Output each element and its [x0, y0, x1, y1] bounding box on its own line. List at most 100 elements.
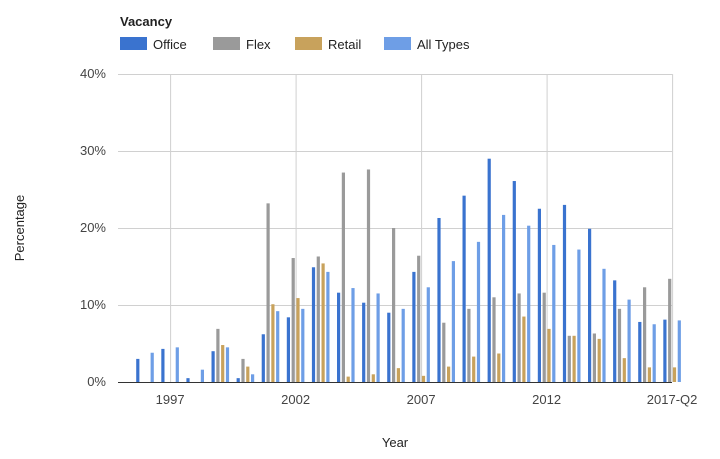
bar-flex[interactable] — [341, 172, 345, 382]
legend-label-flex: Flex — [246, 37, 271, 52]
x-tick-label: 2017-Q2 — [647, 392, 698, 407]
bar-flex[interactable] — [617, 308, 622, 382]
bar-retail[interactable] — [321, 263, 325, 382]
bar-office[interactable] — [487, 158, 491, 382]
bar-office[interactable] — [512, 181, 516, 382]
bar-retail[interactable] — [497, 353, 501, 382]
bar-office[interactable] — [588, 228, 592, 382]
bar-office[interactable] — [286, 317, 290, 382]
bar-all-types[interactable] — [150, 352, 154, 382]
bar-flex[interactable] — [392, 228, 396, 382]
bar-all-types[interactable] — [251, 374, 255, 382]
bar-flex[interactable] — [442, 322, 446, 382]
bar-all-types[interactable] — [476, 241, 481, 382]
bar-retail[interactable] — [672, 367, 677, 382]
bar-retail[interactable] — [246, 366, 250, 382]
bar-flex[interactable] — [417, 255, 421, 382]
bar-office[interactable] — [311, 267, 316, 382]
bar-flex[interactable] — [643, 287, 647, 382]
bar-flex[interactable] — [316, 256, 320, 382]
bar-retail[interactable] — [647, 367, 651, 382]
bar-retail[interactable] — [472, 356, 476, 382]
x-tick-label: 2002 — [281, 392, 310, 407]
bar-all-types[interactable] — [552, 244, 556, 382]
y-axis-ticks: 0% 10% 20% 30% 40% — [80, 66, 106, 389]
x-axis-ticks: 1997 2002 2007 2012 2017-Q2 — [156, 392, 698, 407]
bar-office[interactable] — [412, 271, 416, 382]
x-tick-label: 2007 — [407, 392, 436, 407]
bar-all-types[interactable] — [175, 347, 179, 382]
bar-office[interactable] — [161, 348, 165, 382]
legend-swatch-flex — [213, 37, 240, 50]
x-axis-title: Year — [382, 435, 409, 450]
bar-office[interactable] — [613, 280, 617, 382]
bar-flex[interactable] — [542, 292, 546, 382]
bar-all-types[interactable] — [527, 225, 531, 382]
bar-office[interactable] — [663, 319, 667, 382]
bar-retail[interactable] — [572, 335, 576, 382]
legend-item-office[interactable]: Office — [120, 37, 187, 52]
bar-retail[interactable] — [447, 366, 451, 382]
bar-retail[interactable] — [597, 338, 601, 382]
legend-swatch-office — [120, 37, 147, 50]
legend-item-retail[interactable]: Retail — [295, 37, 361, 52]
bar-all-types[interactable] — [401, 308, 405, 382]
bar-all-types[interactable] — [301, 308, 305, 382]
legend-item-flex[interactable]: Flex — [213, 37, 271, 52]
bar-retail[interactable] — [271, 304, 275, 382]
bar-retail[interactable] — [221, 345, 225, 382]
bar-retail[interactable] — [396, 368, 400, 382]
y-tick-label: 10% — [80, 297, 106, 312]
bar-retail[interactable] — [622, 358, 626, 382]
bar-office[interactable] — [236, 378, 240, 382]
bar-all-types[interactable] — [276, 311, 280, 382]
bar-flex[interactable] — [668, 278, 672, 382]
bar-retail[interactable] — [296, 298, 300, 382]
bar-flex[interactable] — [517, 293, 521, 382]
bar-office[interactable] — [638, 321, 642, 382]
bar-flex[interactable] — [567, 335, 571, 382]
bar-office[interactable] — [136, 358, 140, 382]
bar-office[interactable] — [562, 204, 567, 382]
bar-all-types[interactable] — [677, 320, 681, 382]
bar-flex[interactable] — [241, 358, 245, 382]
bar-all-types[interactable] — [502, 214, 506, 382]
bar-retail[interactable] — [346, 376, 350, 382]
legend-item-all-types[interactable]: All Types — [384, 37, 470, 52]
bar-all-types[interactable] — [326, 271, 330, 382]
bar-flex[interactable] — [291, 258, 295, 382]
bar-office[interactable] — [462, 195, 466, 382]
bar-retail[interactable] — [522, 316, 526, 382]
bar-office[interactable] — [537, 208, 541, 382]
bar-retail[interactable] — [547, 328, 551, 382]
bar-all-types[interactable] — [200, 369, 204, 382]
bar-office[interactable] — [186, 378, 190, 382]
bar-office[interactable] — [211, 351, 215, 382]
bar-all-types[interactable] — [602, 268, 606, 382]
bar-flex[interactable] — [266, 203, 270, 382]
bar-all-types[interactable] — [627, 299, 631, 382]
bar-flex[interactable] — [592, 333, 596, 382]
bar-all-types[interactable] — [376, 293, 380, 382]
bar-all-types[interactable] — [652, 324, 656, 382]
bar-all-types[interactable] — [577, 249, 581, 382]
y-tick-label: 40% — [80, 66, 106, 81]
bar-flex[interactable] — [467, 308, 471, 382]
bar-all-types[interactable] — [351, 288, 355, 382]
bar-office[interactable] — [261, 334, 265, 382]
bar-flex[interactable] — [492, 297, 496, 382]
bar-flex[interactable] — [216, 328, 220, 382]
bar-flex[interactable] — [366, 169, 371, 382]
bar-office[interactable] — [387, 312, 391, 382]
bar-office[interactable] — [337, 292, 341, 382]
bar-all-types[interactable] — [225, 347, 230, 382]
bar-retail[interactable] — [421, 375, 426, 382]
y-tick-label: 30% — [80, 143, 106, 158]
bar-office[interactable] — [437, 217, 441, 382]
bar-retail[interactable] — [371, 374, 375, 382]
bar-all-types[interactable] — [426, 287, 430, 382]
bar-all-types[interactable] — [451, 261, 455, 382]
bar-office[interactable] — [362, 302, 366, 382]
